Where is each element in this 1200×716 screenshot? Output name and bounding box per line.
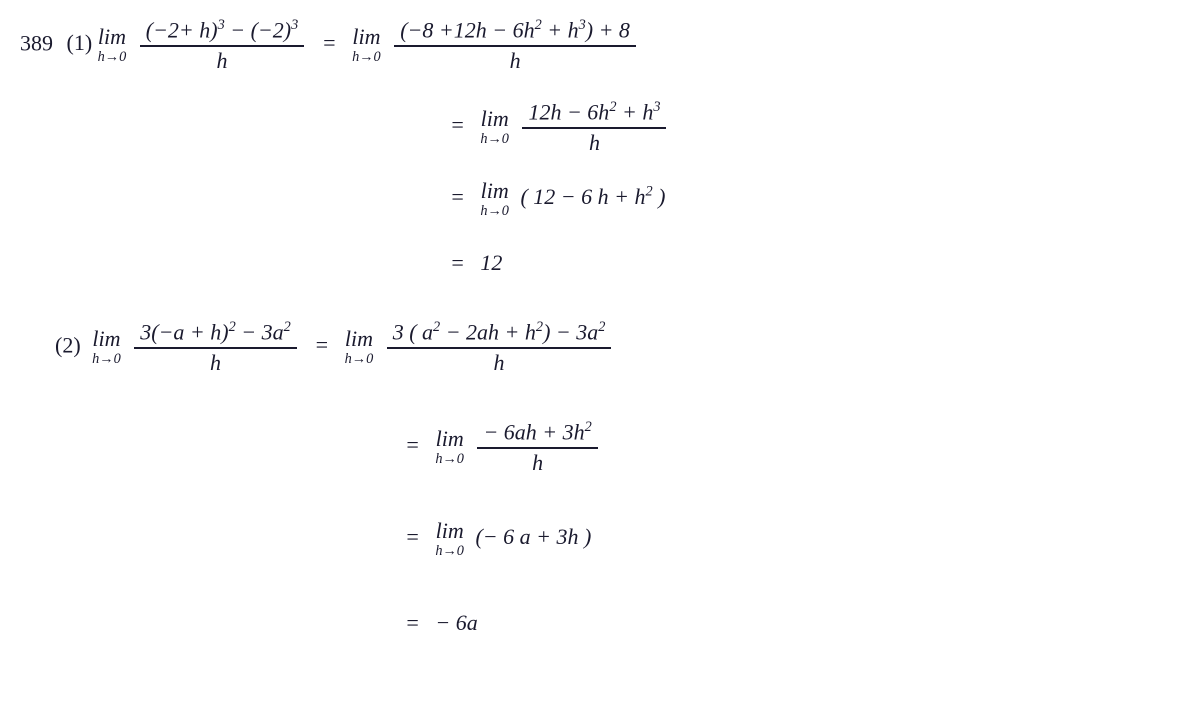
frac-bot: h: [134, 349, 297, 375]
equals: =: [322, 30, 337, 55]
problem-number: 389: [20, 30, 53, 55]
page-root: 389 (1) lim h→0 (−2+ h)3 − (−2)3 h = lim…: [0, 0, 1200, 716]
frac-bot: h: [387, 349, 612, 375]
equals: =: [405, 524, 420, 549]
equals: =: [450, 250, 465, 275]
lim-sub: h→0: [92, 352, 121, 366]
frac-bot: h: [522, 129, 666, 155]
lim-text: lim: [98, 26, 127, 48]
frac-top: 3 ( a2 − 2ah + h2) − 3a2: [387, 320, 612, 349]
lim-1-s2: lim h→0: [480, 108, 509, 146]
frac-top: − 6ah + 3h2: [477, 420, 597, 449]
lim-1-s3: lim h→0: [480, 180, 509, 218]
lim-sub: h→0: [352, 50, 381, 64]
lim-2-s1: lim h→0: [345, 328, 374, 366]
frac-2-lhs: 3(−a + h)2 − 3a2 h: [134, 320, 297, 375]
equals: =: [450, 112, 465, 137]
lim-text: lim: [435, 520, 464, 542]
part-2-label: (2): [55, 332, 81, 357]
row-1-ans: = 12: [440, 250, 502, 276]
lim-sub: h→0: [345, 352, 374, 366]
lim-sub: h→0: [480, 204, 509, 218]
frac-2-s2: − 6ah + 3h2 h: [477, 420, 597, 475]
row-1-s2: = lim h→0 12h − 6h2 + h3 h: [440, 100, 668, 155]
row-2-s2: = lim h→0 − 6ah + 3h2 h: [395, 420, 600, 475]
row-1: 389 (1) lim h→0 (−2+ h)3 − (−2)3 h = lim…: [20, 18, 638, 73]
frac-1-lhs: (−2+ h)3 − (−2)3 h: [140, 18, 305, 73]
expr-2-s3: (− 6 a + 3h ): [475, 524, 591, 549]
lim-2-s3: lim h→0: [435, 520, 464, 558]
row-2-ans: = − 6a: [395, 610, 478, 636]
frac-bot: h: [477, 449, 597, 475]
equals: =: [405, 610, 420, 635]
row-1-s3: = lim h→0 ( 12 − 6 h + h2 ): [440, 180, 665, 218]
frac-top: (−8 +12h − 6h2 + h3) + 8: [394, 18, 636, 47]
frac-bot: h: [140, 47, 305, 73]
lim-sub: h→0: [480, 132, 509, 146]
expr-1-s3: ( 12 − 6 h + h2 ): [520, 184, 665, 209]
equals: =: [314, 332, 329, 357]
lim-1-s1: lim h→0: [352, 26, 381, 64]
lim-sub: h→0: [435, 452, 464, 466]
lim-2-lhs: lim h→0: [92, 328, 121, 366]
frac-2-s1: 3 ( a2 − 2ah + h2) − 3a2 h: [387, 320, 612, 375]
lim-text: lim: [480, 108, 509, 130]
equals: =: [450, 184, 465, 209]
lim-text: lim: [345, 328, 374, 350]
lim-1-lhs: lim h→0: [98, 26, 127, 64]
part-1-label: (1): [67, 30, 93, 55]
frac-top: 12h − 6h2 + h3: [522, 100, 666, 129]
lim-text: lim: [435, 428, 464, 450]
ans-1: 12: [480, 250, 502, 275]
lim-2-s2: lim h→0: [435, 428, 464, 466]
frac-1-s1: (−8 +12h − 6h2 + h3) + 8 h: [394, 18, 636, 73]
frac-1-s2: 12h − 6h2 + h3 h: [522, 100, 666, 155]
frac-bot: h: [394, 47, 636, 73]
row-2-s3: = lim h→0 (− 6 a + 3h ): [395, 520, 591, 558]
frac-top: (−2+ h)3 − (−2)3: [140, 18, 305, 47]
ans-2: − 6a: [435, 610, 477, 635]
lim-text: lim: [352, 26, 381, 48]
lim-text: lim: [92, 328, 121, 350]
lim-sub: h→0: [98, 50, 127, 64]
frac-top: 3(−a + h)2 − 3a2: [134, 320, 297, 349]
lim-text: lim: [480, 180, 509, 202]
row-2: (2) lim h→0 3(−a + h)2 − 3a2 h = lim h→0…: [55, 320, 613, 375]
equals: =: [405, 432, 420, 457]
lim-sub: h→0: [435, 544, 464, 558]
